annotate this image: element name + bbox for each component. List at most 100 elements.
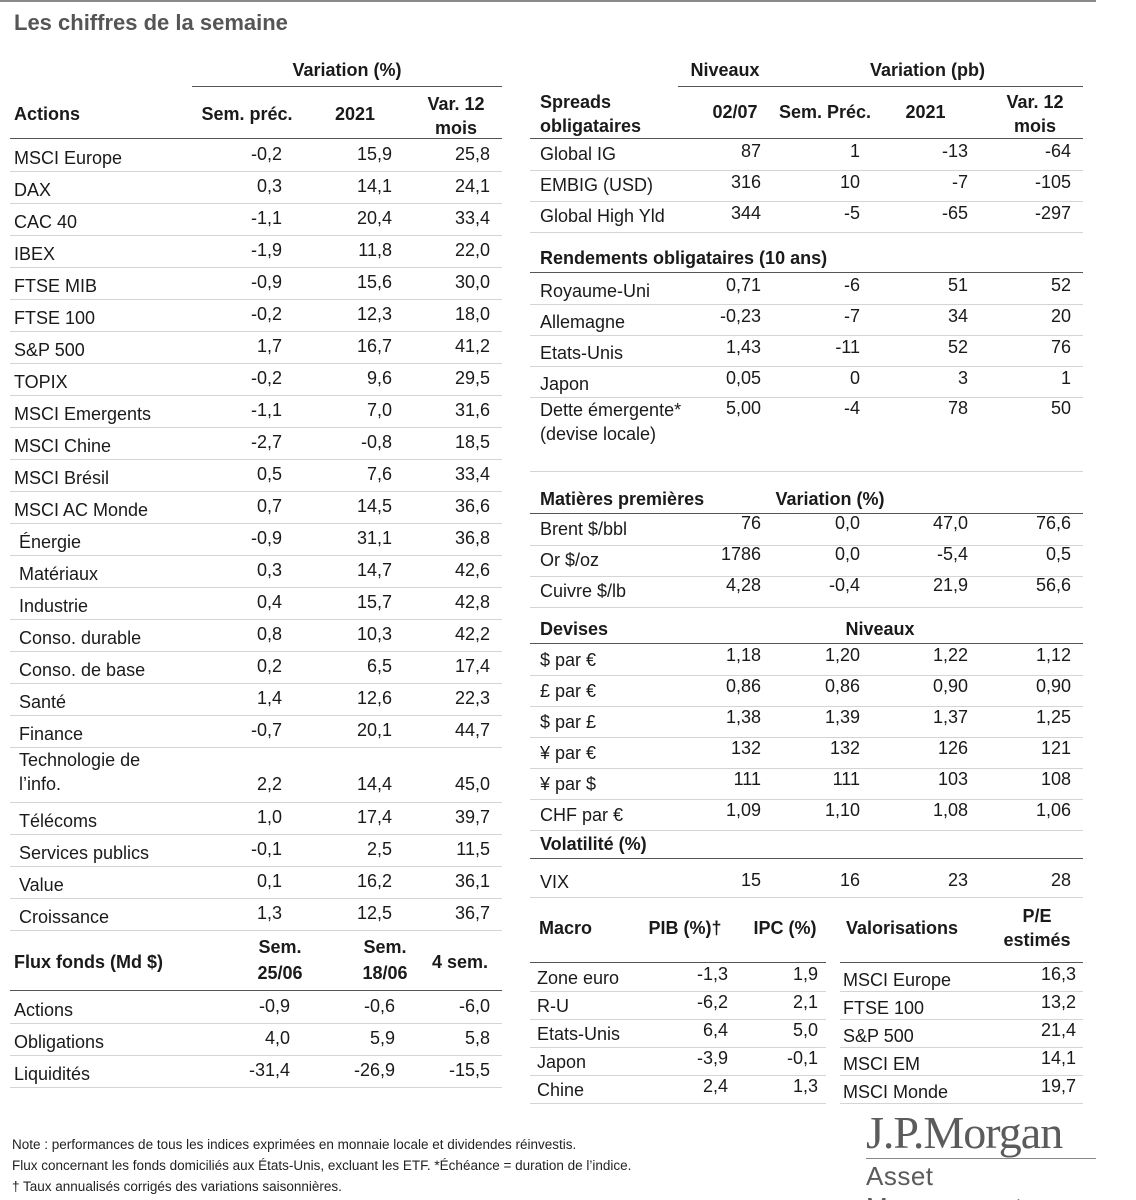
actions-row-value: 31,1 [356,528,392,548]
devises-row-label: ¥ par $ [540,774,597,794]
actions-row-value: 42,2 [454,624,490,644]
valorisations-row-value: 16,3 [1040,964,1076,984]
actions-row-value: 18,0 [454,304,490,324]
devises-row: ¥ par $ 111 111 103 108 [530,769,1083,800]
actions-row: CAC 40 -1,1 20,4 33,4 [10,204,502,236]
actions-row-value: 42,8 [454,592,490,612]
rendements-row: Dette émergente* (devise locale) 5,00 -4 78… [530,398,1083,472]
flux-row-label: Obligations [14,1032,105,1052]
actions-variation-header: Variation (%) [292,60,402,80]
volatilite-row-value: 28 [1050,870,1071,890]
flux-row: Obligations 4,0 5,9 5,8 [10,1024,502,1056]
actions-row-value: -1,1 [250,208,282,228]
flux-col-0: Sem. 25/06 [257,937,303,983]
spreads-row-value: -64 [1044,141,1071,161]
flux-col-2: 4 sem. [431,952,489,972]
actions-row: Finance -0,7 20,1 44,7 [10,716,502,748]
actions-row-label: S&P 500 [14,340,85,360]
valorisations-row: MSCI Europe 16,3 [840,964,1083,992]
actions-row: MSCI AC Monde 0,7 14,5 36,6 [10,492,502,524]
actions-row-label: Technologie de l’info. [19,750,141,794]
row-divider [530,576,1083,577]
macro-row-label: R-U [537,996,569,1016]
row-divider [530,397,1083,398]
volatilite-row: VIX 15 16 23 28 [530,864,1083,898]
devises-row-label: ¥ par € [540,743,597,763]
macro-row-value: 6,4 [702,1020,728,1040]
spreads-variation-header: Variation (pb) [869,60,985,80]
volatilite-row-value: 23 [947,870,968,890]
footnote-line: Note : performances de tous les indices … [12,1137,577,1152]
matieres-row-value: 76,6 [1035,513,1071,533]
markets-table: Niveaux Variation (pb) Spreads obligatai… [530,0,1086,1110]
actions-row-value: 45,0 [454,774,490,794]
row-divider [530,1047,826,1048]
actions-row: TOPIX -0,2 9,6 29,5 [10,364,502,396]
top-rule [0,0,1096,2]
logo-sub-text: Asset Management [866,1158,1096,1200]
valorisations-row-label: S&P 500 [843,1026,914,1046]
rendements-row-value: 5,00 [725,398,761,418]
actions-row-value: 33,4 [454,208,490,228]
actions-row-value: 17,4 [454,656,490,676]
row-divider [530,991,826,992]
row-divider [10,1087,502,1088]
actions-row-value: 9,6 [366,368,392,388]
flux-row-label: Liquidités [14,1064,91,1084]
row-divider [10,395,502,396]
devises-row-value: 1,09 [725,800,761,820]
actions-row-value: 18,5 [454,432,490,452]
rendements-row-value: -11 [835,337,860,357]
actions-row-value: 36,7 [454,903,490,923]
devises-row-value: 1,38 [725,707,761,727]
valorisations-row-value: 14,1 [1040,1048,1076,1068]
actions-row-label: IBEX [14,244,56,264]
valorisations-row-label: FTSE 100 [843,998,925,1018]
matieres-row-value: 4,28 [725,575,761,595]
row-divider [840,1019,1083,1020]
rendements-row-label: Allemagne [540,312,626,332]
devises-row-value: 121 [1040,738,1071,758]
devises-row-value: 1,25 [1035,707,1071,727]
row-divider [10,587,502,588]
devises-row-value: 111 [832,769,860,789]
spreads-row-value: 10 [839,172,860,192]
rendements-row-value: 20 [1050,306,1071,326]
row-divider [10,930,502,931]
devises-row-value: 1,37 [932,707,968,727]
devises-row: CHF par € 1,09 1,10 1,08 1,06 [530,800,1083,831]
macro-row: Zone euro -1,3 1,9 [530,964,826,992]
actions-row-value: 31,6 [454,400,490,420]
macro-row-value: -0,1 [786,1048,818,1068]
macro-row-label: Japon [537,1052,587,1072]
row-divider [530,201,1083,202]
actions-row-label: Croissance [19,907,110,927]
macro-row-value: 1,9 [792,964,818,984]
actions-row-label: TOPIX [14,372,68,392]
actions-row-value: 36,1 [454,871,490,891]
row-divider [530,545,1083,546]
devises-row-value: 1,06 [1035,800,1071,820]
flux-row-label: Actions [14,1000,74,1020]
row-divider [530,170,1083,171]
row-divider [530,232,1083,233]
flux-row-value: -0,9 [258,996,290,1016]
devises-row-value: 0,90 [1035,676,1071,696]
devises-row-value: 1,22 [932,645,968,665]
matieres-row-value: 1786 [720,544,761,564]
actions-row: MSCI Brésil 0,5 7,6 33,4 [10,460,502,492]
actions-row: IBEX -1,9 11,8 22,0 [10,236,502,268]
valorisations-row-label: MSCI EM [843,1054,921,1074]
actions-row-label: Conso. durable [19,628,142,648]
actions-row-value: 1,0 [256,807,282,827]
flux-row-value: 4,0 [264,1028,290,1048]
actions-row-value: 20,1 [356,720,392,740]
devises-row-value: 126 [937,738,968,758]
flux-col-1: Sem. 18/06 [362,937,408,983]
actions-row-value: 41,2 [454,336,490,356]
spreads-niveaux-header: Niveaux [690,60,760,80]
actions-row-value: 30,0 [454,272,490,292]
spreads-row-value: 1 [849,141,860,161]
actions-col-2021: 2021 [334,104,376,124]
flux-row-value: -0,6 [363,996,395,1016]
